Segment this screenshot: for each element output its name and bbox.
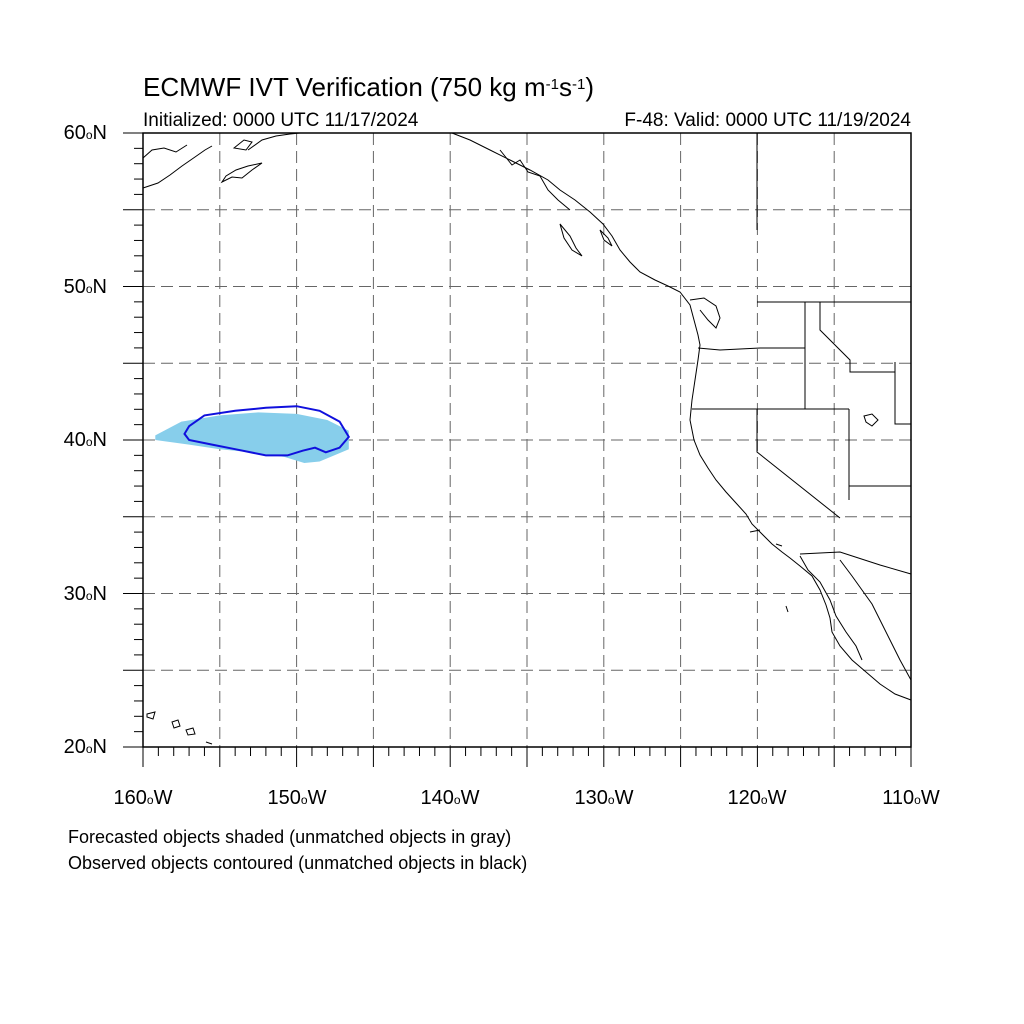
coastline-hawaii [146,711,213,745]
border-wa-or [697,347,805,351]
legend-observed-note: Observed objects contoured (unmatched ob… [68,853,528,873]
coastline-canada-inlets [499,149,613,257]
lat-tick-20: 20oN [63,736,107,758]
ivt-objects [155,405,351,463]
forecast-object-shaded [155,412,349,463]
lat-tick-60: 60oN [63,122,107,144]
coastline-baja [799,555,912,681]
border-us-canada [756,133,911,303]
lon-tick-140w: 140oW [420,787,480,809]
map-frame [142,132,912,748]
legend-forecast-note: Forecasted objects shaded (unmatched obj… [68,827,512,847]
border-wy [894,362,911,425]
lat-tick-40: 40oN [63,429,107,451]
border-idaho [804,302,895,409]
observed-object-contour [183,405,351,457]
lat-tick-30: 30oN [63,583,107,605]
coastline-great-salt-lake [863,413,879,427]
border-ca-nv [756,409,841,519]
coastline-channel-islands [749,529,789,613]
axis-ticks [123,132,912,767]
chart-title: ECMWF IVT Verification (750 kg m-1s-1) [143,72,594,102]
lon-tick-150w: 150oW [267,787,327,809]
lon-tick-160w: 160oW [113,787,173,809]
initialized-label: Initialized: 0000 UTC 11/17/2024 [143,110,419,131]
lat-tick-50: 50oN [63,276,107,298]
lon-tick-120w: 120oW [727,787,787,809]
lat-lon-grid [143,133,911,747]
coastline-puget-sound [689,297,721,329]
coastlines-and-borders [142,132,912,745]
border-us-mexico [799,551,912,575]
coastline-alaska-gulf [247,132,301,151]
coastline-aleutian [142,144,213,189]
lon-tick-110w: 110oW [882,787,940,809]
coastline-pacific-northwest [451,132,912,701]
lon-tick-130w: 130oW [574,787,634,809]
coastline-alaska-islands [220,139,263,184]
valid-time-label: F-48: Valid: 0000 UTC 11/19/2024 [624,110,911,131]
